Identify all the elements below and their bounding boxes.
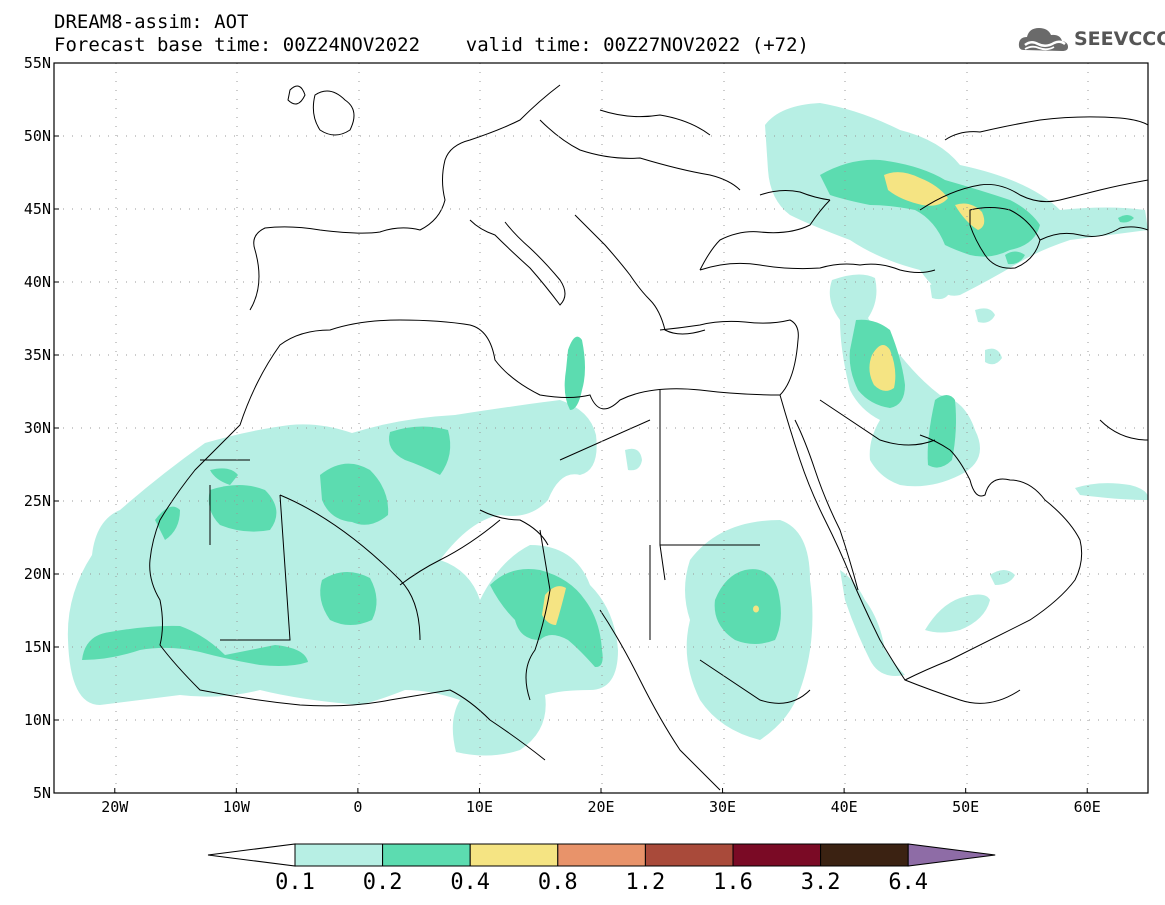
logo-text: SEEVCCC	[1074, 28, 1165, 50]
lon-tick-label: 60E	[1074, 798, 1101, 816]
colorbar-segment	[294, 843, 384, 867]
latitude-axis: 55N 50N 45N 40N 35N 30N 25N 20N 15N 10N 5N	[24, 54, 59, 802]
colorbar-label: 0.8	[537, 870, 578, 895]
aot-level-0-4	[542, 172, 985, 625]
lat-tick-label: 5N	[33, 784, 51, 802]
lat-tick-label: 35N	[24, 346, 51, 364]
colorbar	[207, 843, 996, 867]
lon-tick-label: 20W	[101, 798, 129, 816]
lon-tick-label: 50E	[952, 798, 979, 816]
lon-tick-label: 0	[353, 798, 362, 816]
lat-tick-label: 15N	[24, 638, 51, 656]
colorbar-label: 0.2	[362, 870, 403, 895]
lon-tick-label: 40E	[831, 798, 858, 816]
lat-tick-label: 50N	[24, 127, 51, 145]
lon-tick-label: 10W	[223, 798, 251, 816]
colorbar-segment	[469, 843, 559, 867]
lon-tick-label: 30E	[709, 798, 736, 816]
colorbar-label: 1.6	[713, 870, 753, 895]
colorbar-segment	[820, 843, 909, 867]
colorbar-segment	[382, 843, 471, 867]
colorbar-high-arrow	[907, 843, 996, 867]
aot-level-0-2	[82, 159, 1134, 668]
chart-title: DREAM8-assim: AOT	[54, 11, 249, 33]
lon-tick-label: 20E	[587, 798, 614, 816]
colorbar-label: 0.4	[450, 870, 491, 895]
lat-tick-label: 55N	[24, 54, 51, 72]
lat-tick-label: 40N	[24, 273, 51, 291]
cloud-icon	[1018, 28, 1068, 51]
lat-tick-label: 30N	[24, 419, 51, 437]
colorbar-label: 1.2	[625, 870, 666, 895]
colorbar-label: 3.2	[800, 870, 841, 895]
lon-tick-label: 10E	[466, 798, 493, 816]
colorbar-label: 6.4	[888, 870, 929, 895]
colorbar-low-arrow	[207, 843, 296, 867]
colorbar-segment	[644, 843, 734, 867]
lat-tick-label: 45N	[24, 200, 51, 218]
colorbar-segment	[732, 843, 822, 867]
aot-fields	[67, 103, 1148, 756]
chart-subtitle: Forecast base time: 00Z24NOV2022 valid t…	[54, 34, 809, 56]
seevccc-logo: SEEVCCC	[1016, 22, 1165, 56]
colorbar-segment	[557, 843, 646, 867]
coastlines	[149, 84, 1148, 791]
longitude-axis: 20W 10W 0 10E 20E 30E 40E 50E 60E	[101, 788, 1101, 816]
lat-tick-label: 20N	[24, 565, 51, 583]
lat-tick-label: 25N	[24, 492, 51, 510]
lat-tick-label: 10N	[24, 711, 51, 729]
colorbar-label: 0.1	[275, 870, 315, 895]
